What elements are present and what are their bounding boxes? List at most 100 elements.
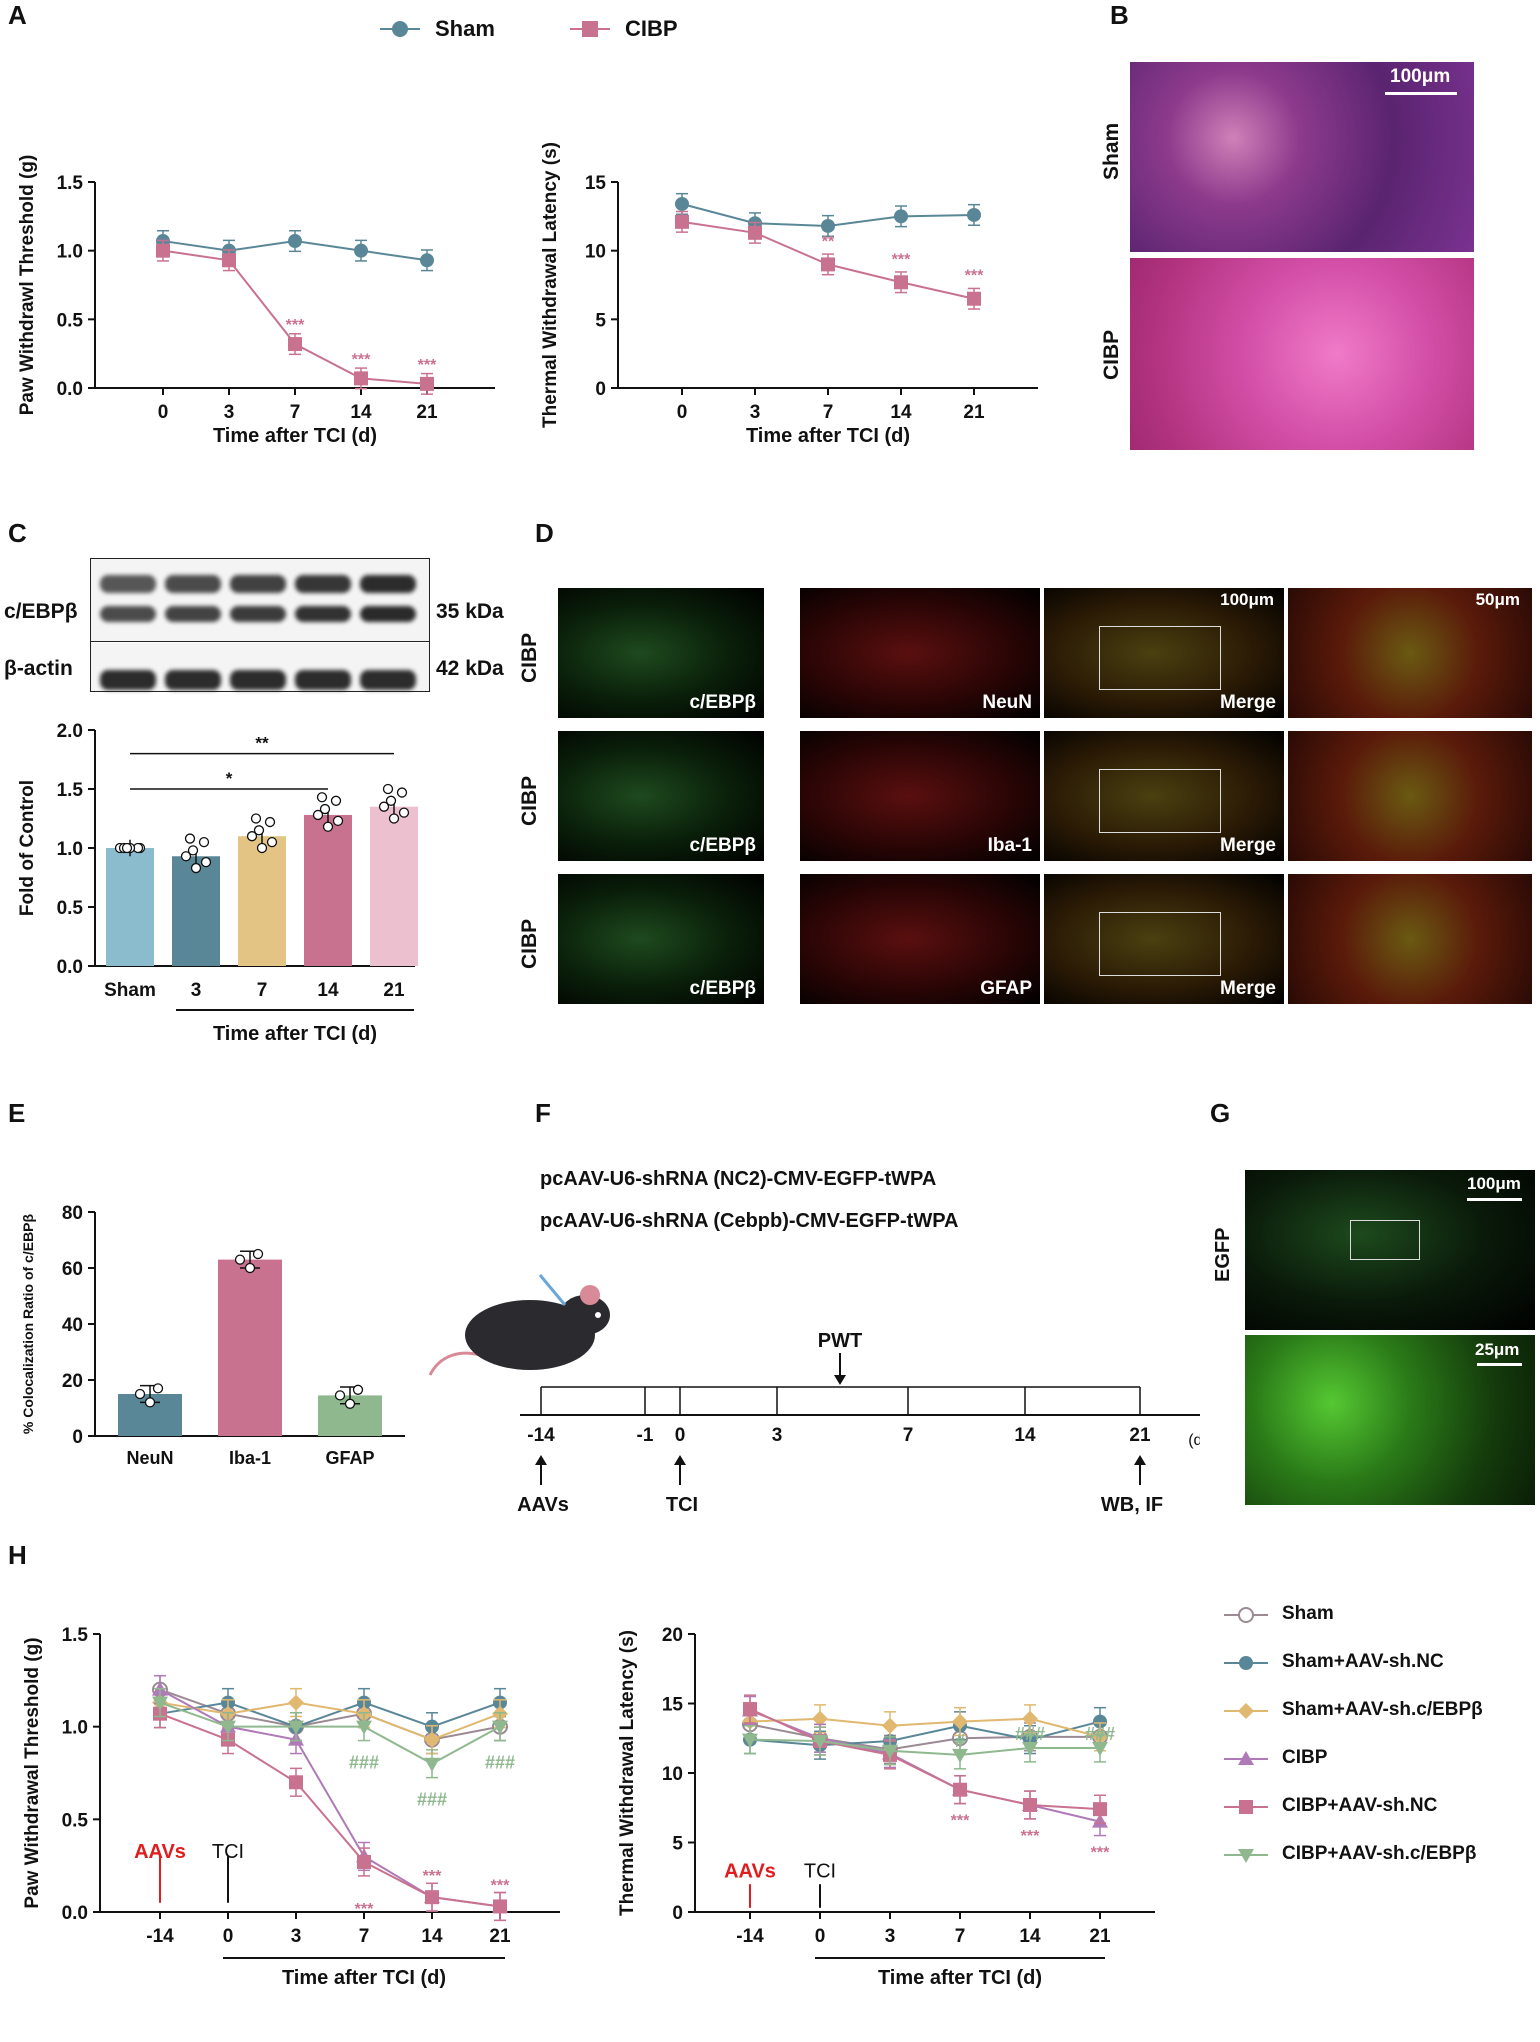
panel-letter-d: D xyxy=(535,518,554,548)
data-dot xyxy=(144,1397,156,1408)
data-dot xyxy=(187,845,199,856)
timeline-day: 21 xyxy=(1129,1425,1151,1446)
data-dot xyxy=(253,825,265,836)
x-tick-label: 21 xyxy=(963,402,985,423)
y-axis-label: % Colocalization Ratio of c/EBPβ xyxy=(20,1213,36,1434)
blot-band xyxy=(100,575,156,593)
construct-2: pcAAV-U6-shRNA (Cebpb)-CMV-EGFP-tWPA xyxy=(540,1210,959,1232)
x-tick-label: -14 xyxy=(736,1926,764,1947)
blot-band xyxy=(165,670,221,690)
y-tick-label: 5 xyxy=(595,310,606,331)
bar xyxy=(304,814,352,966)
legend-label: Sham+AAV-sh.NC xyxy=(1282,1651,1444,1672)
data-dot xyxy=(190,862,202,874)
egfp-overview-image xyxy=(1245,1170,1535,1330)
data-dot xyxy=(382,783,394,795)
x-tick-label: 3 xyxy=(191,980,202,1001)
data-dot xyxy=(332,815,344,827)
significance-label: ### xyxy=(485,1753,515,1773)
data-point xyxy=(1093,1714,1107,1729)
legend-label: Sham+AAV-sh.c/EBPβ xyxy=(1282,1699,1483,1720)
x-tick-label: 14 xyxy=(890,402,912,423)
y-tick-label: 0.0 xyxy=(57,957,83,978)
legend-label: Sham xyxy=(1282,1603,1334,1624)
data-dot xyxy=(385,795,397,806)
chart-a-thermal-latency: 0 5 10 15 Thermal Withdrawal Latency (s) 0 3 7 1… xyxy=(540,142,1038,447)
x-tick-label: 7 xyxy=(257,980,268,1001)
x-tick-label: GFAP xyxy=(325,1448,374,1468)
data-point xyxy=(424,1757,440,1772)
data-point xyxy=(288,337,302,352)
legend-label: CIBP+AAV-sh.c/EBPβ xyxy=(1282,1843,1477,1864)
legend-marker xyxy=(1239,1656,1253,1670)
y-axis-label: Paw Withdrawl Threshold (g) xyxy=(17,155,38,416)
blot-label-cebpb: c/EBPβ xyxy=(4,600,78,623)
significance-label: * xyxy=(226,769,233,788)
panel-d-if-grid: c/EBPβ NeuN Merge 100μm 50μm CIBP c/EBPβ Iba-1 M… xyxy=(518,588,1540,1006)
merge-label: Merge xyxy=(1220,978,1276,999)
cibp-histology-image xyxy=(1130,258,1474,450)
x-axis-label: Time after TCI (d) xyxy=(213,1023,377,1045)
data-dot xyxy=(252,1248,264,1260)
data-dot xyxy=(378,801,390,812)
y-tick-label: 15 xyxy=(585,173,607,194)
legend-item: Sham+AAV-sh.NC xyxy=(1222,1648,1532,1678)
y-tick-label: 10 xyxy=(662,1764,683,1785)
data-point xyxy=(742,1733,758,1748)
significance-label: *** xyxy=(1091,1845,1110,1862)
x-tick-label: Sham xyxy=(104,980,156,1001)
scale-label-25: 25μm xyxy=(1475,1340,1520,1359)
data-dot xyxy=(344,1398,356,1409)
y-tick-label: 1.5 xyxy=(62,1625,89,1646)
egfp-inset-box xyxy=(1350,1220,1420,1260)
panel-letter-h: H xyxy=(8,1540,27,1570)
significance-label: ** xyxy=(255,734,269,753)
panel-letter-f: F xyxy=(535,1098,551,1128)
arrow-label-tci: TCI xyxy=(804,1860,836,1882)
inset-box xyxy=(1099,626,1221,690)
data-point xyxy=(894,275,908,290)
data-point xyxy=(1022,1710,1038,1727)
data-point xyxy=(354,243,368,258)
bar xyxy=(370,806,418,966)
data-point xyxy=(288,1720,304,1735)
data-dot xyxy=(312,809,324,821)
data-point xyxy=(821,218,835,233)
blot-band xyxy=(165,606,221,622)
data-dot xyxy=(244,1262,256,1274)
merge-label: Merge xyxy=(1220,835,1276,856)
data-point xyxy=(1023,1797,1037,1812)
x-tick-label: 3 xyxy=(885,1926,896,1947)
data-dot xyxy=(266,836,278,848)
egfp-zoom-image xyxy=(1245,1335,1535,1505)
data-point xyxy=(156,243,170,258)
channel-label: c/EBPβ xyxy=(689,692,756,713)
significance-label: *** xyxy=(892,251,911,268)
pwt-arrowhead xyxy=(834,1375,846,1385)
channel-label: c/EBPβ xyxy=(689,978,756,999)
event-label: TCI xyxy=(666,1494,698,1516)
if-image: Merge xyxy=(1044,731,1284,861)
timeline-day: 7 xyxy=(903,1425,914,1446)
y-tick-label: 10 xyxy=(585,242,606,263)
legend-marker xyxy=(1238,1751,1254,1765)
legend-item: Sham xyxy=(1222,1600,1532,1630)
data-dot xyxy=(396,787,408,798)
y-tick-label: 20 xyxy=(62,1371,83,1392)
timeline-day: -14 xyxy=(527,1425,555,1446)
series-line xyxy=(749,1723,1100,1751)
data-point xyxy=(894,209,908,224)
data-dot xyxy=(319,803,331,815)
data-point xyxy=(420,376,434,391)
legend-marker xyxy=(1238,1703,1254,1719)
inset-box xyxy=(1099,769,1221,833)
row-label-cibp: CIBP xyxy=(518,918,541,969)
mouse-illustration xyxy=(420,1265,620,1385)
if-image: Merge 100μm xyxy=(1044,588,1284,718)
arrow-label-aavs: AAVs xyxy=(134,1841,186,1863)
x-tick-label: 3 xyxy=(291,1926,302,1947)
data-point xyxy=(882,1717,898,1734)
timeline-day: 3 xyxy=(772,1425,783,1446)
scale-label-100: 100μm xyxy=(1467,1174,1521,1193)
legend-cibp: CIBP xyxy=(625,16,678,41)
